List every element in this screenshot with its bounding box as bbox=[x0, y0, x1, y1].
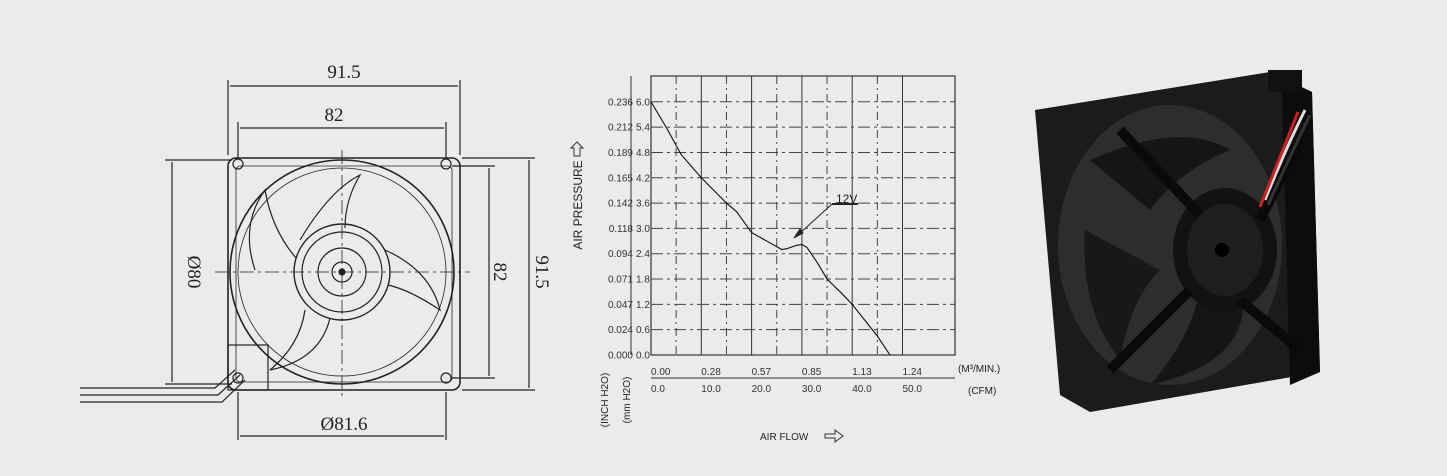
curve-annotation: 12V bbox=[836, 192, 857, 206]
y-tick-inch: 0.236 bbox=[608, 97, 633, 108]
dim-left-diameter: Ø80 bbox=[183, 256, 204, 289]
x-tick-cfm: 20.0 bbox=[752, 384, 772, 395]
y-tick-mm: 1.8 bbox=[636, 275, 650, 286]
dim-hole-spacing-width: 82 bbox=[325, 105, 344, 126]
y-units-mm: (mm H2O) bbox=[622, 377, 633, 424]
x-tick-m3: 1.13 bbox=[852, 367, 872, 378]
y-tick-inch: 0.094 bbox=[608, 249, 633, 260]
x-tick-cfm: 40.0 bbox=[852, 384, 872, 395]
x-tick-cfm: 50.0 bbox=[903, 384, 923, 395]
y-tick-inch: 0.000 bbox=[608, 351, 633, 362]
y-tick-mm: 4.2 bbox=[636, 173, 650, 184]
x-units-cfm: (CFM) bbox=[968, 386, 996, 397]
y-tick-mm: 5.4 bbox=[636, 123, 650, 134]
y-tick-mm: 2.4 bbox=[636, 249, 650, 260]
annotation-arrow bbox=[793, 203, 858, 239]
y-tick-mm: 1.2 bbox=[636, 300, 650, 311]
dim-hole-spacing-height: 82 bbox=[489, 263, 510, 282]
x-tick-cfm: 0.0 bbox=[651, 384, 665, 395]
pq-curve-12v bbox=[650, 101, 891, 356]
dimension-drawing bbox=[80, 80, 535, 440]
y-axis-label: AIR PRESSURE bbox=[571, 160, 585, 249]
x-tick-m3: 0.28 bbox=[701, 367, 721, 378]
y-tick-mm: 0.6 bbox=[636, 325, 650, 336]
y-tick-mm: 4.8 bbox=[636, 148, 650, 159]
fan-photo bbox=[1035, 70, 1320, 412]
y-tick-inch: 0.047 bbox=[608, 300, 633, 311]
x-axis-label: AIR FLOW bbox=[760, 432, 809, 443]
y-tick-inch: 0.118 bbox=[609, 224, 634, 235]
x-tick-m3: 0.57 bbox=[752, 367, 772, 378]
y-tick-mm: 0.0 bbox=[636, 351, 650, 362]
pq-chart: 0.00.0000.60.0241.20.0471.80.0712.40.094… bbox=[608, 75, 956, 395]
x-tick-m3: 1.24 bbox=[903, 367, 923, 378]
y-tick-inch: 0.142 bbox=[608, 199, 633, 210]
dim-inner-diameter: Ø81.6 bbox=[321, 414, 368, 435]
y-tick-inch: 0.024 bbox=[608, 325, 633, 336]
right-arrow-icon bbox=[824, 429, 844, 443]
y-tick-mm: 3.6 bbox=[636, 199, 650, 210]
y-tick-inch: 0.189 bbox=[608, 148, 633, 159]
x-tick-m3: 0.85 bbox=[802, 367, 822, 378]
y-tick-mm: 6.0 bbox=[636, 97, 650, 108]
x-tick-cfm: 10.0 bbox=[701, 384, 721, 395]
up-arrow-icon bbox=[569, 141, 585, 157]
dim-overall-height: 91.5 bbox=[531, 255, 552, 288]
y-tick-inch: 0.071 bbox=[608, 275, 633, 286]
y-tick-mm: 3.0 bbox=[636, 224, 650, 235]
x-tick-m3: 0.00 bbox=[651, 367, 671, 378]
plot-frame bbox=[650, 75, 956, 356]
y-tick-inch: 0.165 bbox=[608, 173, 633, 184]
x-tick-cfm: 30.0 bbox=[802, 384, 822, 395]
x-units-m3: (M³/MIN.) bbox=[958, 364, 1000, 375]
y-tick-inch: 0.212 bbox=[608, 123, 633, 134]
dim-overall-width: 91.5 bbox=[327, 62, 360, 83]
y-units-inch: (INCH H2O) bbox=[600, 373, 611, 427]
